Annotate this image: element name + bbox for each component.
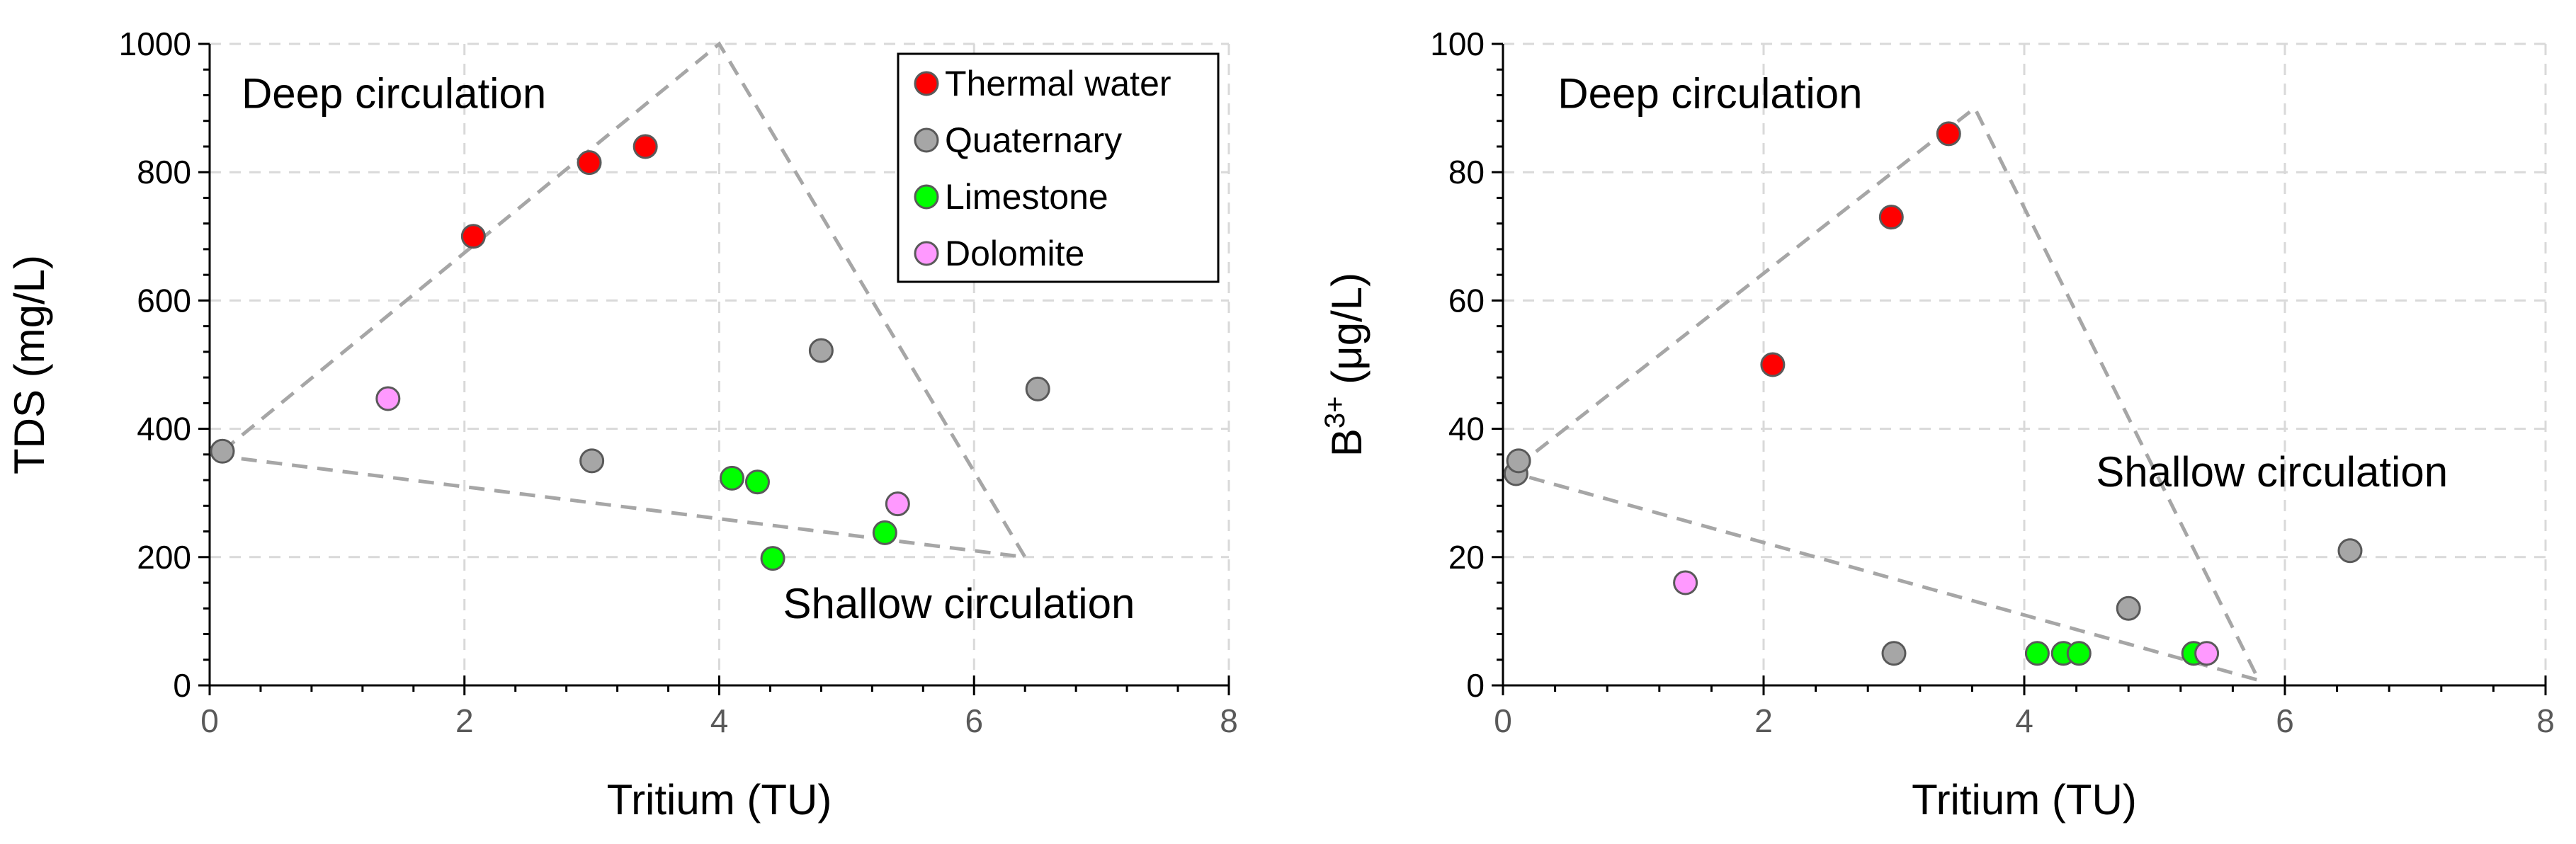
x-tick-label: 4 [710, 702, 729, 739]
legend-label: Thermal water [945, 64, 1171, 103]
circulation-annotation: Shallow circulation [783, 580, 1135, 627]
legend-marker [914, 71, 939, 96]
thermal-water-point [460, 224, 486, 249]
thermal-water-point [1760, 352, 1786, 377]
y-tick-label: 0 [1466, 667, 1485, 704]
quaternary-point [1506, 448, 1531, 474]
y-tick-label: 200 [137, 539, 191, 576]
legend: Thermal water Quaternary Limestone Dolomite [897, 52, 1220, 283]
limestone-point [872, 520, 897, 545]
dolomite-point [1673, 570, 1698, 595]
x-tick-label: 2 [455, 702, 474, 739]
y-tick-label: 1000 [119, 25, 191, 62]
thermal-water-point [1878, 205, 1904, 230]
legend-label: Limestone [945, 177, 1108, 217]
thermal-water-point [577, 150, 602, 176]
y-tick-label: 0 [173, 667, 191, 704]
x-tick-label: 8 [2536, 702, 2555, 739]
x-axis-title: Tritium (TU) [1912, 776, 2137, 823]
y-axis-title: TDS (mg/L) [6, 255, 53, 474]
y-tick-label: 20 [1448, 539, 1485, 576]
y-tick-label: 80 [1448, 154, 1485, 190]
legend-box [897, 52, 1220, 283]
legend-marker [914, 241, 939, 266]
y-tick-label: 600 [137, 282, 191, 319]
x-tick-label: 0 [200, 702, 219, 739]
circulation-annotation: Deep circulation [1557, 70, 1862, 118]
legend-marker [914, 127, 939, 153]
dolomite-point [375, 386, 401, 411]
limestone-point [2024, 641, 2050, 666]
x-tick-label: 2 [1754, 702, 1773, 739]
limestone-point [2066, 641, 2092, 666]
limestone-point [760, 546, 785, 571]
y-axis-title: B3+ (μg/L) [1320, 273, 1371, 457]
x-tick-label: 4 [2015, 702, 2033, 739]
chart-boron-vs-tritium: 0 20 40 60 80 100 0 2 4 6 8 Tritium (TU) B3+ (μg/L) D… [1320, 25, 2555, 823]
circulation-boundary-line [1514, 105, 2262, 683]
quaternary-point [579, 448, 605, 474]
legend-label: Quaternary [945, 120, 1122, 160]
quaternary-point [1881, 641, 1907, 666]
x-tick-label: 6 [2276, 702, 2294, 739]
dolomite-point [2194, 641, 2220, 666]
legend-label: Dolomite [945, 234, 1084, 273]
circulation-annotation: Shallow circulation [2096, 448, 2448, 496]
chart-tds-vs-tritium: 0 200 400 600 800 1000 0 2 4 6 8 Tritium (TU) TDS (m… [6, 25, 1238, 823]
y-tick-label: 40 [1448, 411, 1485, 447]
y-tick-label: 800 [137, 154, 191, 190]
y-tick-label: 400 [137, 411, 191, 447]
legend-marker [914, 184, 939, 210]
dolomite-point [885, 491, 910, 517]
limestone-point [719, 465, 744, 491]
x-tick-label: 8 [1220, 702, 1238, 739]
y-tick-label: 60 [1448, 282, 1485, 319]
thermal-water-point [1936, 121, 1961, 147]
limestone-point [744, 469, 770, 495]
quaternary-point [210, 438, 235, 464]
quaternary-point [2337, 538, 2363, 564]
x-tick-label: 6 [965, 702, 983, 739]
quaternary-point [1025, 376, 1050, 401]
circulation-annotation: Deep circulation [242, 70, 546, 118]
quaternary-point [2116, 595, 2141, 621]
x-axis-title: Tritium (TU) [607, 776, 832, 823]
x-tick-label: 0 [1494, 702, 1512, 739]
thermal-water-point [632, 134, 658, 159]
y-tick-label: 100 [1430, 25, 1485, 62]
quaternary-point [808, 338, 834, 363]
